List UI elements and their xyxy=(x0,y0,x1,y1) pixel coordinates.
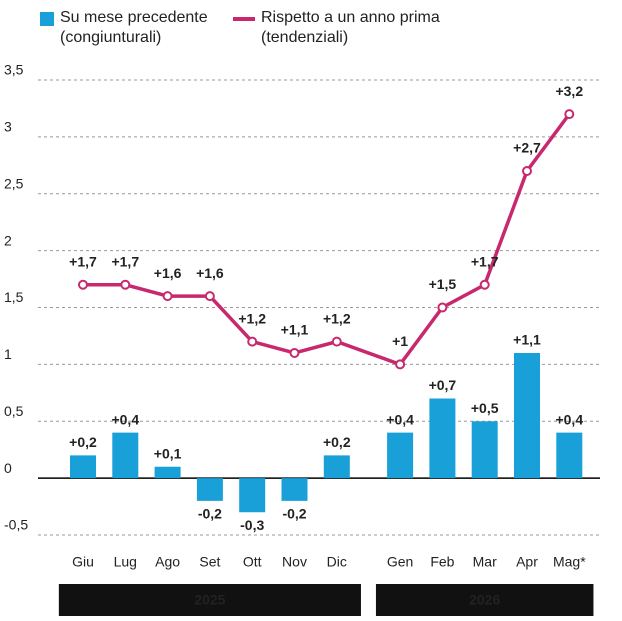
line-marker xyxy=(120,279,131,290)
line-marker xyxy=(289,348,300,358)
bar xyxy=(196,478,223,501)
line-value-label: +1,5 xyxy=(429,276,457,292)
year-label: 2026 xyxy=(469,592,500,608)
line-value-label: +1,2 xyxy=(323,310,351,326)
legend-label: Rispetto a un anno prima (tendenziali) xyxy=(261,9,440,46)
y-tick-label: 1 xyxy=(4,346,12,362)
line-value-label: +1,7 xyxy=(69,253,97,269)
x-tick-label: Nov xyxy=(282,554,307,570)
line-marker xyxy=(247,336,258,347)
bar xyxy=(514,353,540,479)
line-value-label: +1,6 xyxy=(154,265,182,281)
bar-value-label: +0,4 xyxy=(555,411,583,427)
bar xyxy=(471,421,498,479)
bar xyxy=(387,432,414,479)
bar-value-label: +0,2 xyxy=(69,434,97,450)
x-tick-label: Ott xyxy=(243,554,262,570)
legend-swatch xyxy=(40,12,54,26)
bar xyxy=(70,455,96,479)
bar-value-label: +0,7 xyxy=(429,377,457,393)
year-band xyxy=(58,584,361,616)
legend-item: Rispetto a un anno prima (tendenziali) xyxy=(233,8,461,48)
line-value-label: +1,2 xyxy=(238,310,266,326)
line-marker xyxy=(479,279,490,290)
y-tick-label: 1,5 xyxy=(4,289,24,305)
bar-value-label: -0,3 xyxy=(240,517,264,533)
legend-label: Su mese precedente (congiunturali) xyxy=(60,9,208,46)
legend-item: Su mese precedente (congiunturali) xyxy=(40,8,250,48)
y-tick-label: 0 xyxy=(4,460,12,476)
line-value-label: +1,6 xyxy=(196,265,224,281)
bar xyxy=(281,478,308,501)
line-value-label: +3,2 xyxy=(555,83,583,99)
x-tick-label: Giu xyxy=(72,554,94,570)
x-tick-label: Set xyxy=(199,554,220,570)
line-value-label: +1,7 xyxy=(111,253,139,269)
line-value-label: +2,7 xyxy=(513,140,541,156)
bar-value-label: -0,2 xyxy=(282,506,306,522)
bar xyxy=(239,478,266,513)
line-marker xyxy=(162,291,173,302)
x-tick-label: Apr xyxy=(516,554,538,570)
line-marker xyxy=(78,279,88,290)
bar xyxy=(429,398,456,479)
x-tick-label: Ago xyxy=(155,554,180,570)
line-marker xyxy=(437,302,448,313)
bar xyxy=(556,432,583,479)
y-tick-label: 2 xyxy=(4,232,12,248)
x-tick-label: Mag* xyxy=(553,554,586,570)
line-marker xyxy=(395,359,406,370)
line xyxy=(83,113,571,367)
x-tick-label: Gen xyxy=(387,554,413,570)
bar xyxy=(323,455,350,479)
x-tick-label: Lug xyxy=(114,554,137,570)
bar xyxy=(112,432,139,479)
bar-value-label: +1,1 xyxy=(513,332,541,348)
legend-swatch xyxy=(233,17,255,21)
line-marker xyxy=(564,109,575,120)
year-band xyxy=(375,584,594,616)
line-value-label: +1,1 xyxy=(281,322,309,338)
y-tick-label: 2,5 xyxy=(4,175,24,191)
bar-value-label: +0,4 xyxy=(386,411,414,427)
x-tick-label: Mar xyxy=(473,554,497,570)
line-marker xyxy=(522,166,532,176)
y-tick-label: 3,5 xyxy=(4,62,24,78)
bar-value-label: +0,1 xyxy=(154,445,182,461)
line-value-label: +1,7 xyxy=(471,253,499,269)
bar-value-label: +0,2 xyxy=(323,434,351,450)
y-tick-label: 3 xyxy=(4,119,12,135)
line-value-label: +1 xyxy=(392,333,408,349)
y-tick-label: -0,5 xyxy=(4,517,28,533)
y-tick-label: 0,5 xyxy=(4,403,24,419)
year-label: 2025 xyxy=(194,592,225,608)
line-marker xyxy=(204,291,215,302)
line-marker xyxy=(331,336,342,347)
x-tick-label: Feb xyxy=(430,554,454,570)
bar-value-label: +0,4 xyxy=(111,411,139,427)
bar xyxy=(154,466,181,479)
bar-value-label: -0,2 xyxy=(198,506,222,522)
x-tick-label: Dic xyxy=(327,554,347,570)
bar-value-label: +0,5 xyxy=(471,400,499,416)
